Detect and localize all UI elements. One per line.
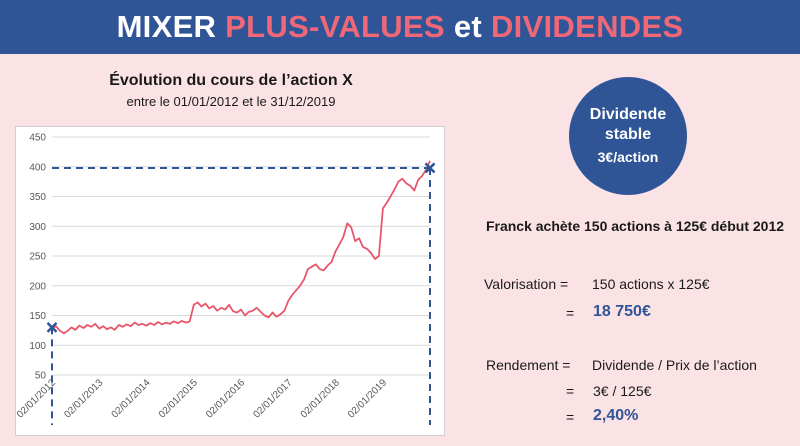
- y-tick-label: 200: [29, 281, 46, 292]
- valuation-label: Valorisation =: [484, 276, 569, 292]
- dividend-badge-line3: 3€/action: [597, 149, 659, 165]
- dividend-badge: Dividende stable 3€/action: [569, 77, 687, 195]
- x-tick-label: 02/01/2015: [157, 377, 200, 420]
- x-tick-label: 02/01/2013: [62, 377, 105, 420]
- x-tick-label: 02/01/2018: [299, 377, 342, 420]
- yield-step: 3€ / 125€: [593, 383, 652, 399]
- y-tick-label: 350: [29, 192, 46, 203]
- y-tick-label: 50: [35, 371, 47, 382]
- yield-label: Rendement =: [486, 357, 571, 373]
- y-tick-label: 300: [29, 222, 46, 233]
- yield-formula: Dividende / Prix de l’action: [592, 357, 757, 373]
- y-tick-label: 250: [29, 252, 46, 263]
- y-tick-label: 450: [29, 133, 46, 144]
- title-banner: MIXER PLUS-VALUES et DIVIDENDES: [0, 0, 800, 54]
- x-tick-label: 02/01/2019: [346, 377, 389, 420]
- y-tick-label: 150: [29, 311, 46, 322]
- yield-result: 2,40%: [593, 407, 639, 424]
- y-tick-label: 400: [29, 162, 46, 173]
- x-marker-icon: [46, 322, 58, 333]
- valuation-formula: 150 actions x 125€: [592, 276, 710, 292]
- valuation-result: 18 750€: [593, 303, 651, 320]
- banner-word-et: et: [453, 9, 483, 44]
- price-series-line: [51, 160, 431, 335]
- banner-word-plus-values: PLUS-VALUES: [225, 9, 445, 44]
- x-tick-label: 02/01/2017: [251, 377, 294, 420]
- x-tick-label: 02/01/2014: [110, 377, 153, 420]
- banner-word-mixer: MIXER: [116, 9, 217, 44]
- x-tick-label: 02/01/2016: [204, 377, 247, 420]
- yield-equals-2: =: [566, 409, 575, 425]
- dividend-badge-line1: Dividende: [589, 106, 667, 123]
- purchase-headline: Franck achète 150 actions à 125€ début 2…: [485, 218, 785, 234]
- dividend-badge-line2: stable: [604, 126, 652, 143]
- chart-title: Évolution du cours de l’action X: [109, 72, 353, 89]
- yield-equals-1: =: [566, 383, 575, 399]
- chart-panel: 50 100 150 200 250 300 350 400 450 02/01/2012 02/0…: [15, 126, 445, 436]
- y-tick-label: 100: [29, 341, 46, 352]
- valuation-equals: =: [566, 305, 575, 321]
- x-marker-icon: [424, 162, 436, 174]
- chart-subtitle: entre le 01/01/2012 et le 31/12/2019: [126, 94, 336, 109]
- banner-word-dividendes: DIVIDENDES: [490, 9, 684, 44]
